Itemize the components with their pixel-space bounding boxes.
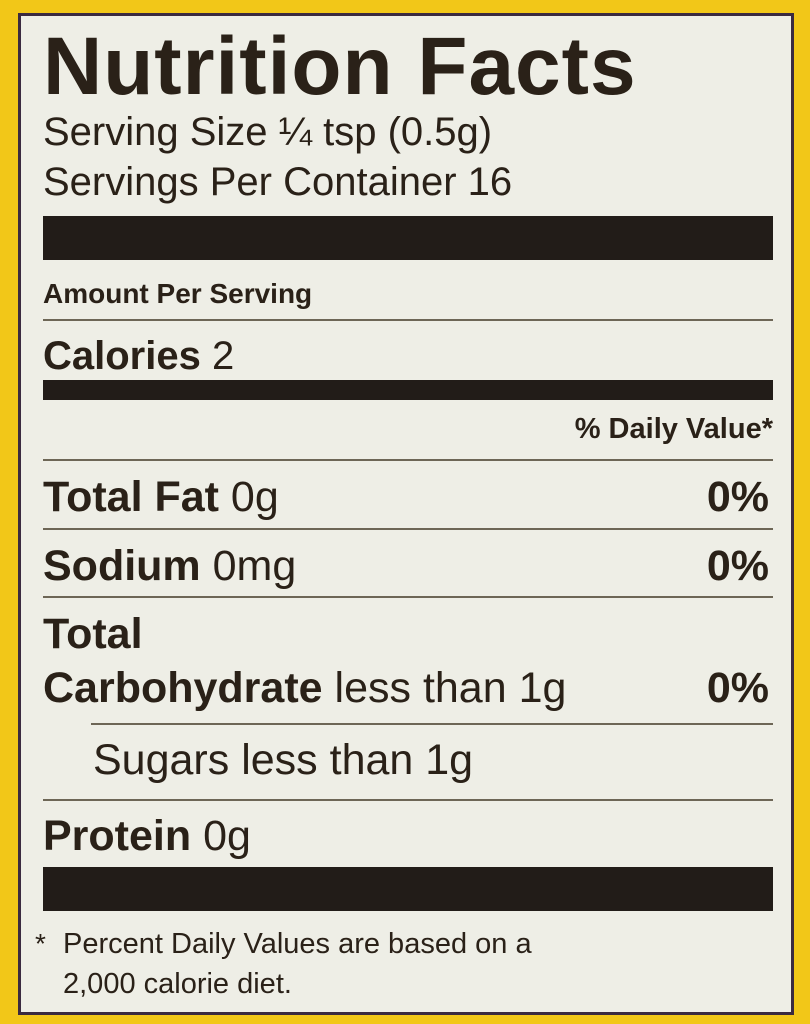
- nutrient-name: Sugars: [93, 736, 230, 784]
- nutrient-row-protein: Protein 0g: [43, 812, 251, 861]
- nutrient-name-line1: Total: [43, 610, 143, 658]
- divider: [91, 723, 773, 725]
- serving-size: Serving Size ¼ tsp (0.5g): [43, 110, 493, 154]
- nutrient-name: Total Fat: [43, 473, 219, 521]
- divider: [43, 319, 773, 321]
- amount-per-serving: Amount Per Serving: [43, 278, 313, 309]
- calories-row: Calories 2: [43, 334, 234, 379]
- nutrient-dv: 0%: [706, 664, 769, 712]
- nutrient-amount: less than 1g: [334, 664, 567, 712]
- thick-divider: [43, 867, 773, 911]
- nutrient-dv: 0%: [706, 473, 769, 521]
- servings-per-container: Servings Per Container 16: [43, 160, 513, 204]
- medium-divider: [43, 380, 773, 400]
- divider: [43, 799, 773, 801]
- footnote-line1: Percent Daily Values are based on a: [63, 928, 532, 960]
- thick-divider: [43, 216, 773, 260]
- footnote-mark: *: [35, 928, 46, 959]
- calories-label: Calories: [43, 334, 201, 378]
- nutrient-name: Sodium: [43, 542, 201, 590]
- divider: [43, 459, 773, 461]
- nutrition-facts-panel: Nutrition Facts Serving Size ¼ tsp (0.5g…: [18, 13, 794, 1015]
- nutrient-row-sodium: Sodium 0mg 0%: [43, 542, 769, 591]
- footnote-line2: 2,000 calorie diet.: [63, 968, 292, 1000]
- nutrient-dv: 0%: [706, 542, 769, 590]
- divider: [43, 596, 773, 598]
- nutrient-name: Carbohydrate: [43, 664, 323, 712]
- label-title: Nutrition Facts: [43, 21, 637, 112]
- nutrient-amount: 0g: [230, 473, 279, 521]
- nutrient-name: Protein: [43, 812, 192, 860]
- nutrient-row-sugars: Sugars less than 1g: [93, 736, 473, 785]
- nutrient-amount: less than 1g: [241, 736, 474, 784]
- nutrient-row-total-fat: Total Fat 0g 0%: [43, 473, 769, 522]
- nutrient-amount: 0g: [203, 812, 251, 860]
- calories-value: 2: [211, 334, 235, 378]
- nutrient-amount: 0mg: [212, 542, 297, 590]
- nutrient-row-total-carbohydrate: Carbohydrate less than 1g 0%: [43, 664, 769, 713]
- daily-value-header: % Daily Value*: [574, 413, 773, 445]
- divider: [43, 528, 773, 530]
